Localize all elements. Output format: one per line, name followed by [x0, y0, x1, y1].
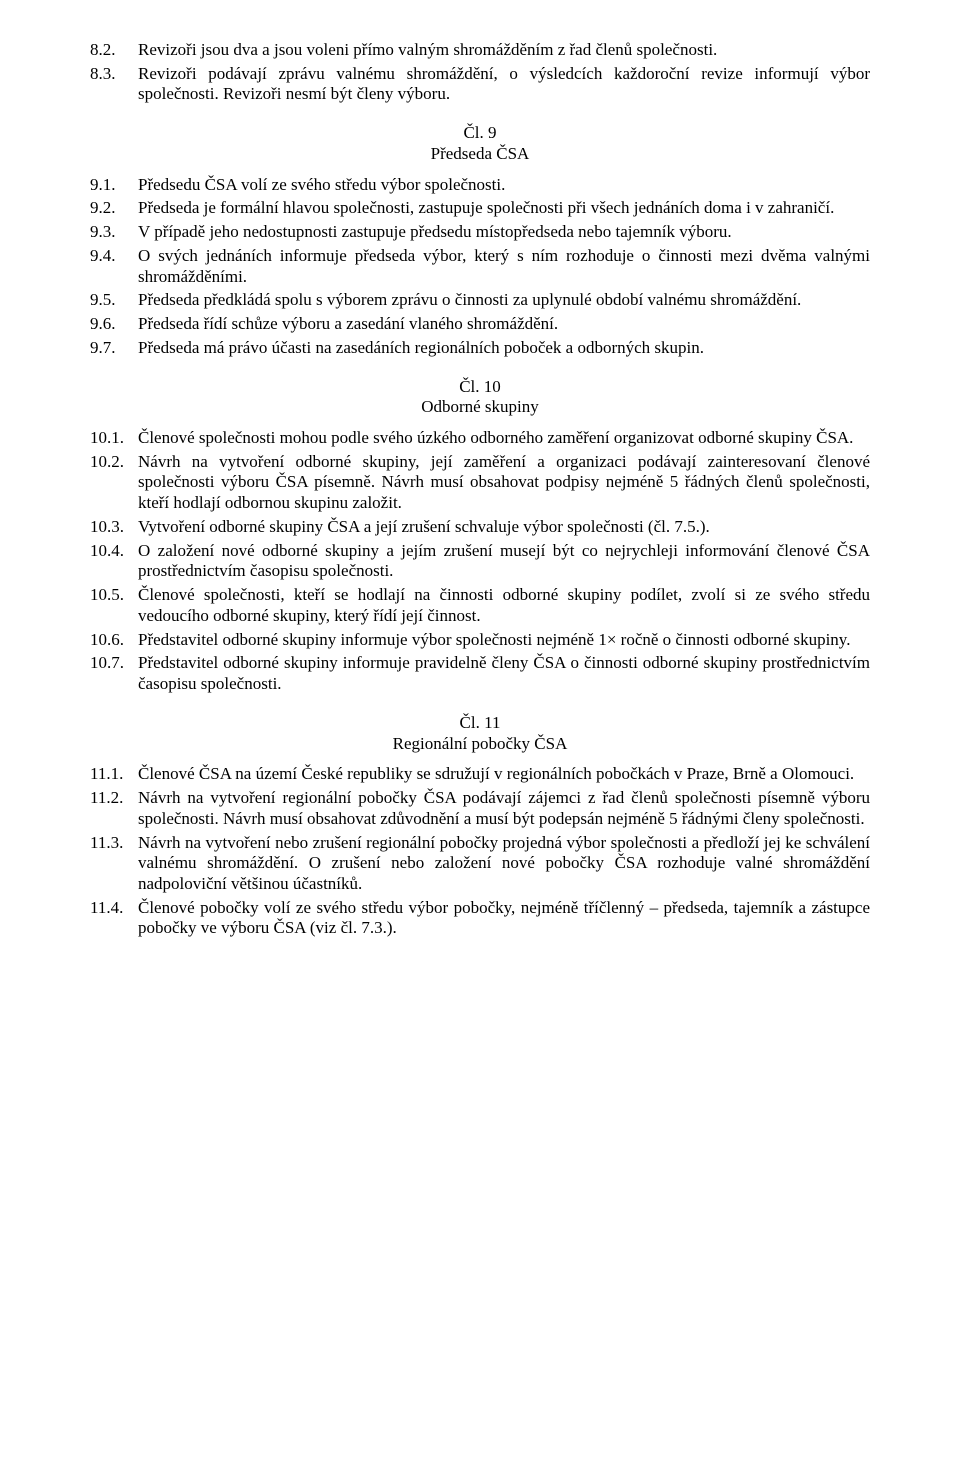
list-item: 9.7. Předseda má právo účasti na zasedán…	[90, 338, 870, 359]
item-number: 8.2.	[90, 40, 138, 61]
article-title: Odborné skupiny	[90, 397, 870, 418]
item-number: 10.1.	[90, 428, 138, 449]
item-text: Vytvoření odborné skupiny ČSA a její zru…	[138, 517, 870, 538]
item-text: V případě jeho nedostupnosti zastupuje p…	[138, 222, 870, 243]
list-item: 10.7. Představitel odborné skupiny infor…	[90, 653, 870, 694]
list-item: 9.2. Předseda je formální hlavou společn…	[90, 198, 870, 219]
item-text: Předseda řídí schůze výboru a zasedání v…	[138, 314, 870, 335]
item-number: 9.2.	[90, 198, 138, 219]
article-heading: Čl. 10 Odborné skupiny	[90, 377, 870, 418]
item-text: Revizoři jsou dva a jsou voleni přímo va…	[138, 40, 870, 61]
article-number: Čl. 9	[90, 123, 870, 144]
item-number: 9.4.	[90, 246, 138, 287]
list-item: 8.3. Revizoři podávají zprávu valnému sh…	[90, 64, 870, 105]
item-number: 10.4.	[90, 541, 138, 582]
item-number: 11.1.	[90, 764, 138, 785]
list-item: 11.3. Návrh na vytvoření nebo zrušení re…	[90, 833, 870, 895]
list-item: 11.4. Členové pobočky volí ze svého stře…	[90, 898, 870, 939]
item-number: 10.6.	[90, 630, 138, 651]
list-item: 8.2. Revizoři jsou dva a jsou voleni pří…	[90, 40, 870, 61]
article-number: Čl. 10	[90, 377, 870, 398]
item-text: Předseda předkládá spolu s výborem zpráv…	[138, 290, 870, 311]
item-text: Návrh na vytvoření odborné skupiny, její…	[138, 452, 870, 514]
article-heading: Čl. 11 Regionální pobočky ČSA	[90, 713, 870, 754]
item-text: O svých jednáních informuje předseda výb…	[138, 246, 870, 287]
item-number: 10.2.	[90, 452, 138, 514]
item-text: Členové společnosti, kteří se hodlají na…	[138, 585, 870, 626]
list-item: 11.1. Členové ČSA na území České republi…	[90, 764, 870, 785]
list-item: 9.1. Předsedu ČSA volí ze svého středu v…	[90, 175, 870, 196]
list-item: 9.4. O svých jednáních informuje předsed…	[90, 246, 870, 287]
list-item: 9.5. Předseda předkládá spolu s výborem …	[90, 290, 870, 311]
list-item: 10.3. Vytvoření odborné skupiny ČSA a je…	[90, 517, 870, 538]
list-item: 10.6. Představitel odborné skupiny infor…	[90, 630, 870, 651]
item-text: O založení nové odborné skupiny a jejím …	[138, 541, 870, 582]
article-title: Regionální pobočky ČSA	[90, 734, 870, 755]
list-item: 9.6. Předseda řídí schůze výboru a zased…	[90, 314, 870, 335]
item-number: 10.7.	[90, 653, 138, 694]
item-text: Předseda má právo účasti na zasedáních r…	[138, 338, 870, 359]
list-item: 9.3. V případě jeho nedostupnosti zastup…	[90, 222, 870, 243]
article-number: Čl. 11	[90, 713, 870, 734]
list-item: 10.5. Členové společnosti, kteří se hodl…	[90, 585, 870, 626]
item-number: 11.4.	[90, 898, 138, 939]
item-text: Členové společnosti mohou podle svého úz…	[138, 428, 870, 449]
list-item: 11.2. Návrh na vytvoření regionální pobo…	[90, 788, 870, 829]
item-text: Představitel odborné skupiny informuje v…	[138, 630, 870, 651]
item-number: 10.5.	[90, 585, 138, 626]
item-number: 9.3.	[90, 222, 138, 243]
item-number: 9.1.	[90, 175, 138, 196]
item-number: 9.5.	[90, 290, 138, 311]
item-number: 11.2.	[90, 788, 138, 829]
article-heading: Čl. 9 Předseda ČSA	[90, 123, 870, 164]
item-text: Předsedu ČSA volí ze svého středu výbor …	[138, 175, 870, 196]
item-number: 8.3.	[90, 64, 138, 105]
item-text: Návrh na vytvoření regionální pobočky ČS…	[138, 788, 870, 829]
list-item: 10.1. Členové společnosti mohou podle sv…	[90, 428, 870, 449]
item-number: 10.3.	[90, 517, 138, 538]
item-text: Členové pobočky volí ze svého středu výb…	[138, 898, 870, 939]
item-text: Návrh na vytvoření nebo zrušení regionál…	[138, 833, 870, 895]
item-number: 11.3.	[90, 833, 138, 895]
page: 8.2. Revizoři jsou dva a jsou voleni pří…	[0, 0, 960, 1460]
list-item: 10.2. Návrh na vytvoření odborné skupiny…	[90, 452, 870, 514]
item-text: Členové ČSA na území České republiky se …	[138, 764, 870, 785]
item-text: Představitel odborné skupiny informuje p…	[138, 653, 870, 694]
item-number: 9.6.	[90, 314, 138, 335]
item-text: Revizoři podávají zprávu valnému shromáž…	[138, 64, 870, 105]
article-title: Předseda ČSA	[90, 144, 870, 165]
item-number: 9.7.	[90, 338, 138, 359]
item-text: Předseda je formální hlavou společnosti,…	[138, 198, 870, 219]
list-item: 10.4. O založení nové odborné skupiny a …	[90, 541, 870, 582]
